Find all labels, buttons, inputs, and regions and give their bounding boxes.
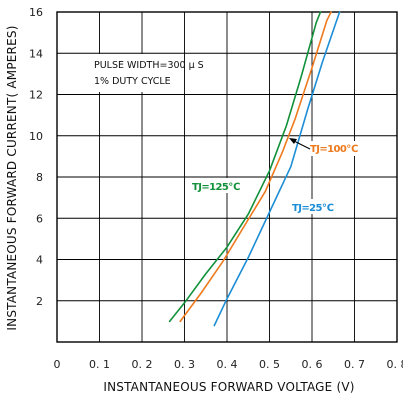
y-tick-label: 14 — [29, 47, 43, 60]
x-tick-labels: 0 0. 1 0. 2 0. 3 0. 4 0. 5 0. 6 0. 7 0. 8 — [54, 358, 403, 371]
y-tick-label: 6 — [36, 212, 43, 225]
y-tick-label: 12 — [29, 89, 43, 102]
y-tick-label: 4 — [36, 254, 43, 267]
y-tick-label: 2 — [36, 295, 43, 308]
x-tick-label: 0. 5 — [259, 358, 280, 371]
x-tick-label: 0. 4 — [217, 358, 238, 371]
y-tick-label: 16 — [29, 6, 43, 19]
series-label-tj125-background — [190, 178, 250, 193]
series-label-tj25-background — [290, 199, 334, 214]
series-label-tj100: TJ=100℃ — [308, 141, 359, 156]
x-tick-label: 0. 3 — [174, 358, 195, 371]
series-label-tj25: TJ=25℃ — [290, 199, 334, 214]
y-tick-labels: 2 4 6 8 10 12 14 16 — [29, 6, 43, 308]
tj100-pointer-head — [289, 138, 297, 144]
x-tick-label: 0. 7 — [344, 358, 365, 371]
x-tick-label: 0. 6 — [302, 358, 323, 371]
x-tick-label: 0. 8 — [387, 358, 403, 371]
tj100-pointer-arrow — [289, 138, 311, 150]
annotation-line-pulse-width: PULSE WIDTH=300 μ S — [94, 60, 204, 71]
y-axis-title: INSTANTANEOUS FORWARD CURRENT( AMPERES) — [5, 25, 19, 330]
y-tick-label: 8 — [36, 171, 43, 184]
y-tick-label: 10 — [29, 130, 43, 143]
tj100-pointer-line — [293, 140, 311, 150]
series-label-tj125-text: TJ=125℃ — [192, 182, 240, 193]
x-tick-label: 0 — [54, 358, 61, 371]
annotation-background — [86, 54, 180, 92]
x-tick-label: 0. 1 — [89, 358, 110, 371]
series-label-tj125: TJ=125℃ — [190, 178, 250, 193]
x-tick-label: 0. 2 — [132, 358, 153, 371]
annotation-box: PULSE WIDTH=300 μ S 1% DUTY CYCLE — [86, 54, 204, 92]
series-line-2 — [213, 11, 341, 327]
series-line-0 — [168, 11, 322, 323]
x-axis-title: INSTANTANEOUS FORWARD VOLTAGE (V) — [103, 380, 354, 394]
series-label-tj100-text: TJ=100℃ — [310, 144, 358, 155]
series-layer — [168, 11, 341, 327]
plot-frame — [56, 11, 398, 343]
series-label-tj100-background — [308, 141, 358, 156]
series-line-1 — [179, 11, 332, 323]
annotation-line-duty-cycle: 1% DUTY CYCLE — [94, 76, 171, 87]
series-label-tj25-text: TJ=25℃ — [292, 203, 334, 214]
